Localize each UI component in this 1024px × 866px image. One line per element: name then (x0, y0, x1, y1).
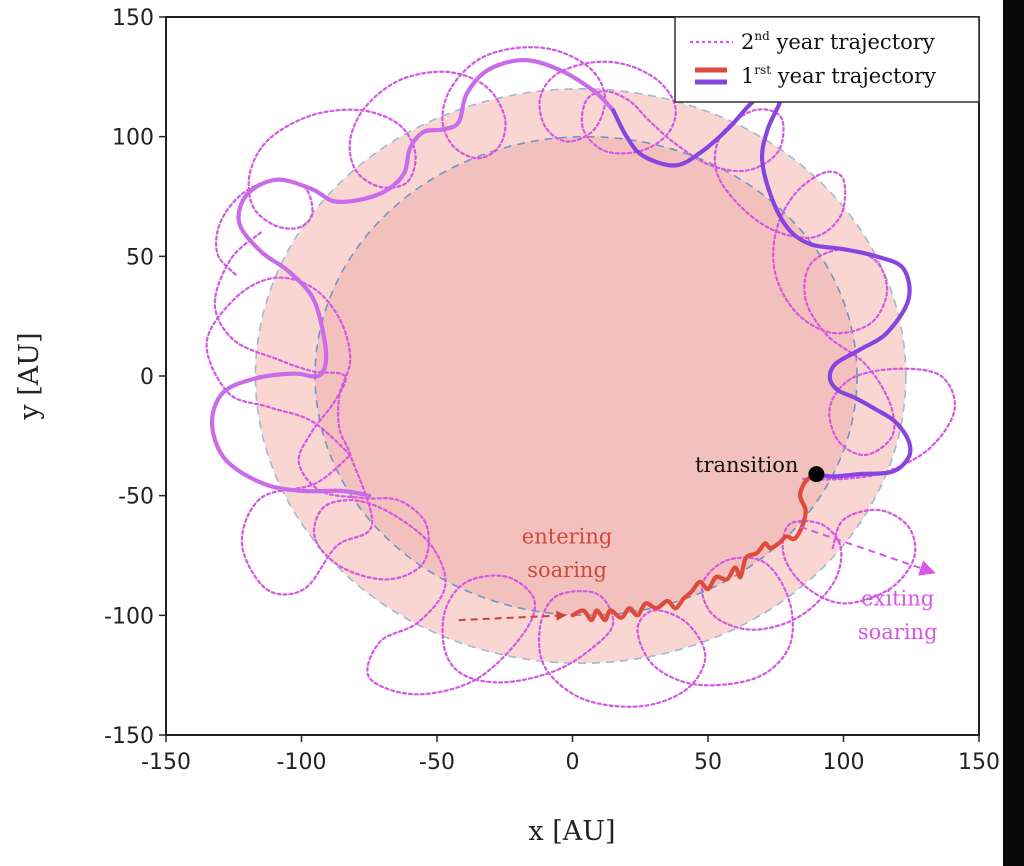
x-tick-label: -100 (277, 750, 327, 775)
image-border (1003, 0, 1024, 866)
y-tick-label: -100 (104, 604, 154, 629)
y-tick-label: 0 (140, 365, 154, 390)
x-tick-label: 50 (694, 750, 722, 775)
figure-page: transition entering soaring exiting soaring… (0, 0, 1003, 866)
transition-marker (808, 466, 825, 483)
y-tick-label: -150 (104, 724, 154, 749)
second-year-trajectory-2 (214, 46, 957, 481)
y-tick-label: 100 (112, 126, 154, 151)
first-year-trajectory-3 (209, 58, 616, 498)
second-year-trajectory-0 (205, 276, 374, 596)
x-tick-label: 0 (566, 750, 580, 775)
exiting-soaring-label-line2: soaring (858, 620, 938, 644)
y-tick-label: 50 (126, 245, 154, 270)
y-axis-ticks: 150 100 50 0 -50 -100 -150 (104, 6, 166, 749)
y-tick-label: -50 (118, 485, 154, 510)
regions-layer (254, 87, 907, 665)
entering-soaring-arrow (458, 610, 567, 622)
x-tick-label: 150 (958, 750, 1000, 775)
first-year-trajectory-4 (611, 81, 913, 479)
x-tick-label: -150 (141, 750, 191, 775)
annotations-layer: entering soaring exiting soaring (522, 524, 938, 644)
x-axis-label: x [AU] (528, 816, 615, 847)
y-tick-label: 150 (112, 6, 154, 31)
transition-label: transition (695, 453, 798, 477)
legend-entry-2nd-year: 2nd year trajectory (741, 29, 935, 54)
entering-soaring-label-line1: entering (522, 524, 613, 548)
trajectory-chart: transition entering soaring exiting soaring… (14, 6, 1000, 847)
entering-soaring-label-line2: soaring (527, 558, 607, 582)
series-layer (205, 46, 957, 708)
x-axis-ticks: -150 -100 -50 0 50 100 150 (141, 735, 1000, 775)
x-tick-label: 100 (823, 750, 865, 775)
x-tick-label: -50 (419, 750, 455, 775)
markers-layer: transition (695, 453, 825, 483)
y-axis-label: y [AU] (14, 332, 45, 420)
second-year-trajectory-1 (213, 231, 917, 708)
exiting-soaring-label-line1: exiting (861, 587, 934, 611)
legend: 2nd year trajectory 1rst year trajectory (674, 16, 980, 103)
legend-entry-1st-year: 1rst year trajectory (741, 63, 936, 88)
legend-box (674, 16, 980, 103)
first-year-trajectory-5 (570, 472, 819, 623)
